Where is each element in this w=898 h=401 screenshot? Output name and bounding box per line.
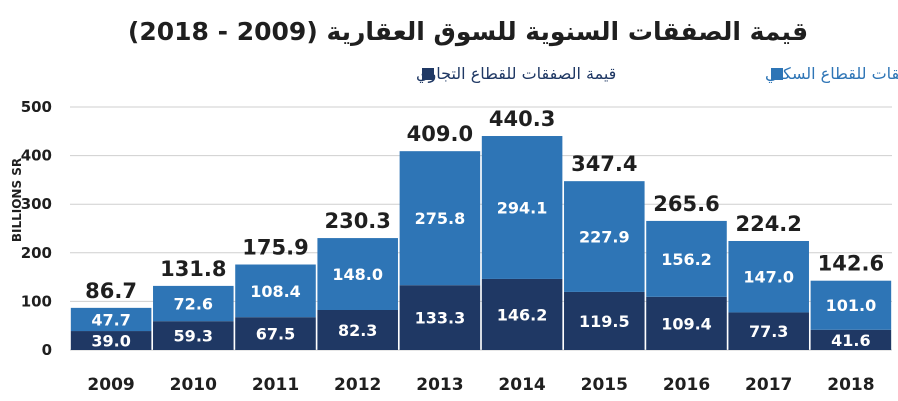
bar-residential xyxy=(235,264,316,318)
data-label-total: 131.8 xyxy=(160,257,226,281)
data-label-commercial: 59.3 xyxy=(174,327,213,346)
bar-residential xyxy=(399,151,481,286)
x-tick-label: 2011 xyxy=(252,375,299,395)
y-tick-label: 500 xyxy=(21,98,52,116)
bar-residential xyxy=(317,238,398,311)
data-label-commercial: 39.0 xyxy=(91,332,130,351)
data-label-residential: 294.1 xyxy=(497,198,548,217)
data-label-total: 265.6 xyxy=(653,192,719,216)
x-axis-ticks: 2009 2010 2011 2012 2013 2014 2015 2016 2017 2018 xyxy=(87,375,874,395)
y-tick-label: 300 xyxy=(21,195,52,213)
data-label-residential: 101.0 xyxy=(826,296,877,315)
bar-commercial xyxy=(728,312,809,350)
x-tick-label: 2010 xyxy=(170,375,217,395)
data-label-total: 142.6 xyxy=(818,252,884,276)
data-label-residential: 72.6 xyxy=(174,295,213,314)
data-label-total: 224.2 xyxy=(735,212,801,236)
data-label-commercial: 67.5 xyxy=(256,325,295,344)
legend-label-commercial: قيمة الصفقات للقطاع التجاري xyxy=(416,64,616,84)
data-label-commercial: 146.2 xyxy=(497,305,548,324)
x-tick-label: 2013 xyxy=(416,375,463,395)
bar-commercial xyxy=(235,317,316,350)
data-label-total: 175.9 xyxy=(242,236,308,260)
data-label-commercial: 82.3 xyxy=(338,321,377,340)
data-label-residential: 147.0 xyxy=(743,268,794,287)
data-label-residential: 108.4 xyxy=(250,282,301,301)
bar-commercial xyxy=(646,296,727,350)
data-label-residential: 148.0 xyxy=(332,265,383,284)
data-label-commercial: 109.4 xyxy=(661,314,712,333)
x-tick-label: 2012 xyxy=(334,375,381,395)
bar-residential xyxy=(564,181,645,292)
bar-residential xyxy=(70,307,152,332)
x-tick-label: 2016 xyxy=(663,375,710,395)
data-label-total: 230.3 xyxy=(324,209,390,233)
x-tick-label: 2009 xyxy=(87,375,134,395)
bar-commercial xyxy=(564,291,645,350)
data-label-total: 86.7 xyxy=(85,279,137,303)
data-label-residential: 275.8 xyxy=(415,209,466,228)
data-label-residential: 156.2 xyxy=(661,250,712,269)
data-label-total: 347.4 xyxy=(571,152,637,176)
bar-commercial xyxy=(70,331,152,350)
bar-residential xyxy=(481,136,563,279)
chart-title: قيمة الصفقات السنوية للسوق العقارية (200… xyxy=(128,17,808,47)
y-tick-label: 0 xyxy=(42,341,52,359)
x-tick-label: 2017 xyxy=(745,375,792,395)
data-label-residential: 47.7 xyxy=(91,310,130,329)
legend-swatch-commercial xyxy=(422,68,434,80)
y-tick-label: 100 xyxy=(21,292,52,310)
data-label-residential: 227.9 xyxy=(579,228,630,247)
bars xyxy=(70,136,892,350)
bar-commercial xyxy=(481,278,563,350)
data-label-commercial: 77.3 xyxy=(749,322,788,341)
bar-residential xyxy=(646,220,727,297)
x-tick-label: 2018 xyxy=(827,375,874,395)
bar-residential xyxy=(728,240,809,313)
data-label-commercial: 133.3 xyxy=(415,309,466,328)
data-label-commercial: 119.5 xyxy=(579,312,630,331)
data-label-total: 409.0 xyxy=(407,122,473,146)
y-tick-label: 400 xyxy=(21,147,52,165)
y-axis-ticks: 0 100 200 300 400 500 xyxy=(21,98,52,359)
legend: قيمة الصفقات للقطاع السكني قيمة الصفقات … xyxy=(416,64,898,84)
bar-residential xyxy=(810,280,892,330)
legend-swatch-residential xyxy=(771,68,783,80)
y-tick-label: 200 xyxy=(21,244,52,262)
bar-commercial xyxy=(317,310,398,350)
bar-residential xyxy=(153,285,234,322)
bar-commercial xyxy=(399,285,481,350)
x-tick-label: 2014 xyxy=(498,375,545,395)
x-tick-label: 2015 xyxy=(581,375,628,395)
data-labels: 39.0 47.7 86.7 59.3 72.6 131.8 67.5 108.4 175.9 8… xyxy=(85,107,884,351)
data-label-total: 440.3 xyxy=(489,107,555,131)
bar-commercial xyxy=(810,329,892,350)
legend-label-residential: قيمة الصفقات للقطاع السكني xyxy=(765,64,898,84)
y-axis-label: BILLIONS SR xyxy=(10,158,24,242)
bar-commercial xyxy=(153,321,234,350)
data-label-commercial: 41.6 xyxy=(831,331,870,350)
